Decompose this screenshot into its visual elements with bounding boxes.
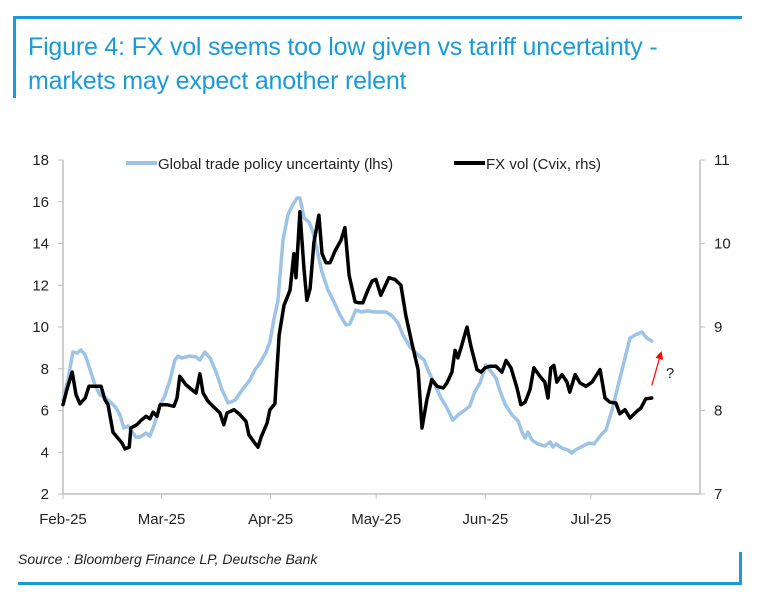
source-note: Source : Bloomberg Finance LP, Deutsche … bbox=[18, 551, 318, 567]
series-line-gtpu bbox=[61, 196, 654, 455]
frame-left-border bbox=[13, 16, 16, 98]
y-left-tick-label: 2 bbox=[41, 486, 49, 503]
y-right-tick-label: 10 bbox=[714, 236, 731, 253]
legend-label-cvix: FX vol (Cvix, rhs) bbox=[486, 156, 601, 173]
frame-top-border bbox=[13, 16, 742, 19]
legend-label-gtpu: Global trade policy uncertainty (lhs) bbox=[158, 156, 393, 173]
x-tick-label: Mar-25 bbox=[138, 511, 186, 528]
annotation-arrow bbox=[651, 351, 664, 386]
x-tick-label: Feb-25 bbox=[39, 511, 87, 528]
frame-bottom-border bbox=[18, 582, 742, 585]
x-tick-label: Apr-25 bbox=[248, 511, 293, 528]
annotation-question-mark: ? bbox=[666, 365, 674, 382]
y-right-tick-label: 8 bbox=[714, 403, 722, 420]
frame-right-border bbox=[739, 552, 742, 585]
series-line-cvix bbox=[61, 210, 654, 451]
x-tick-label: May-25 bbox=[351, 511, 401, 528]
y-right-tick-label: 9 bbox=[714, 319, 722, 336]
y-left-tick-label: 16 bbox=[32, 194, 49, 211]
y-left-tick-label: 8 bbox=[41, 361, 49, 378]
figure-title: Figure 4: FX vol seems too low given vs … bbox=[28, 33, 658, 95]
y-left-tick-label: 10 bbox=[32, 319, 49, 336]
y-left-tick-label: 12 bbox=[32, 277, 49, 294]
series-layer bbox=[61, 196, 654, 455]
y-right-tick-label: 7 bbox=[714, 486, 722, 503]
axes: 2 4 6 8 10 12 14 16 18 7 8 9 10 11 Feb-25 Mar-25 Apr-25 M… bbox=[32, 152, 730, 528]
y-right-tick-label: 11 bbox=[714, 152, 730, 169]
legend: Global trade policy uncertainty (lhs) FX… bbox=[126, 156, 601, 173]
y-left-tick-label: 14 bbox=[32, 236, 49, 253]
annotation-layer: ? bbox=[651, 351, 674, 386]
y-left-tick-label: 4 bbox=[41, 444, 49, 461]
y-left-tick-label: 6 bbox=[41, 403, 49, 420]
x-tick-label: Jul-25 bbox=[570, 511, 611, 528]
y-left-tick-label: 18 bbox=[32, 152, 49, 169]
x-tick-label: Jun-25 bbox=[462, 511, 508, 528]
